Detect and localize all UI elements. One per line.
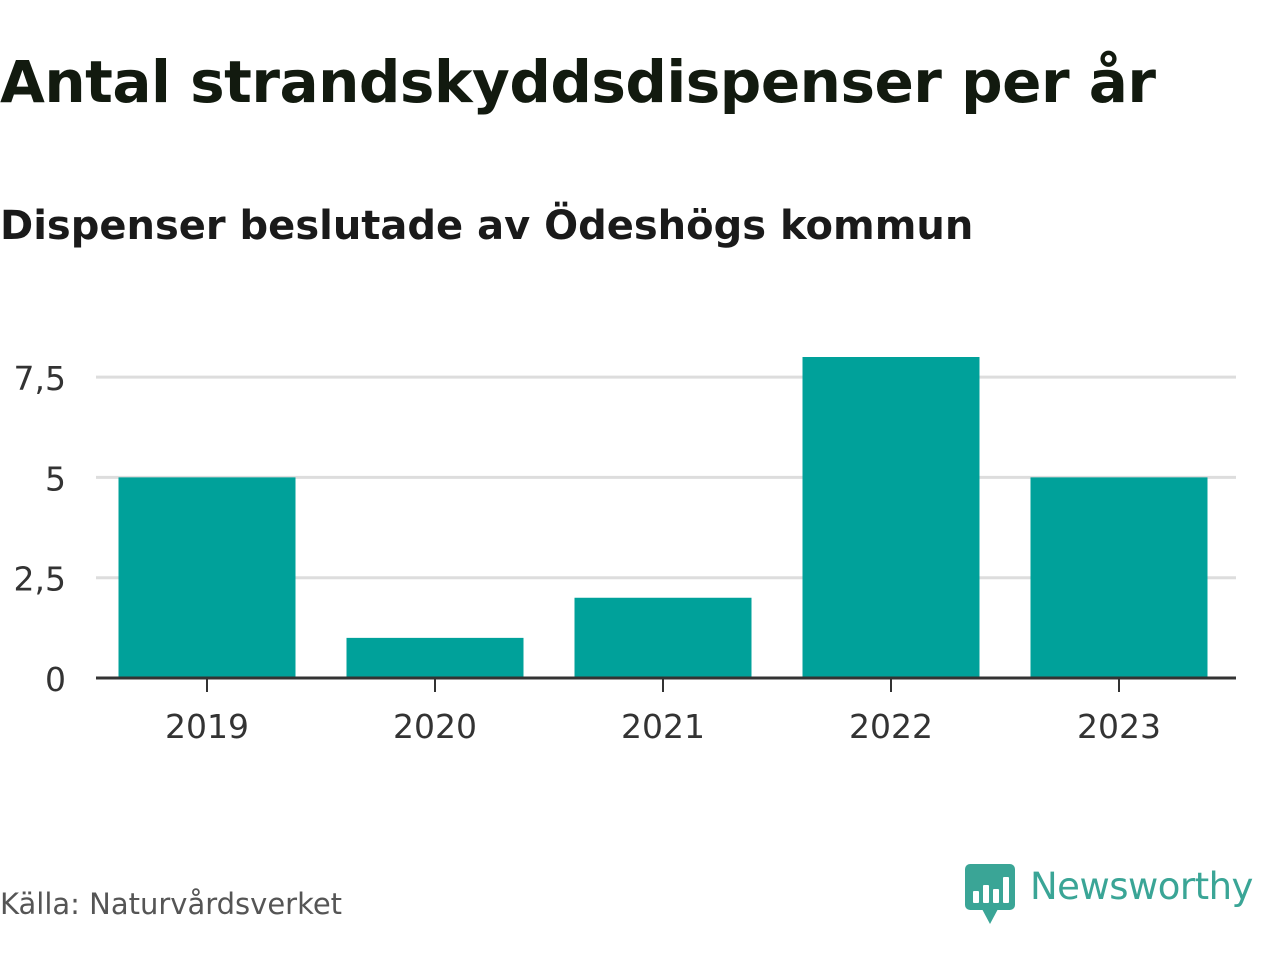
brand-name: Newsworthy	[1030, 865, 1253, 908]
chart-subtitle: Dispenser beslutade av Ödeshögs kommun	[0, 203, 974, 249]
x-tick-label: 2022	[849, 707, 933, 746]
y-tick-label: 7,5	[14, 359, 66, 398]
bar-2022	[802, 357, 980, 678]
source-note: Källa: Naturvårdsverket	[0, 887, 343, 921]
bar-2023	[1030, 477, 1208, 678]
chat-bubble-bar-chart-icon	[965, 864, 1015, 924]
bar-2021	[574, 597, 752, 678]
chart-title: Antal strandskyddsdispenser per år	[0, 48, 1156, 116]
x-tick-label: 2019	[165, 707, 249, 746]
x-tick-label: 2021	[621, 707, 705, 746]
y-tick-label: 5	[45, 459, 66, 498]
brand-logo: Newsworthy	[964, 862, 1253, 926]
bar-2020	[346, 637, 524, 678]
y-tick-label: 0	[45, 660, 66, 699]
y-tick-label: 2,5	[14, 560, 66, 599]
x-tick-label: 2020	[393, 707, 477, 746]
x-tick-label: 2023	[1077, 707, 1161, 746]
bar-2019	[118, 477, 296, 678]
